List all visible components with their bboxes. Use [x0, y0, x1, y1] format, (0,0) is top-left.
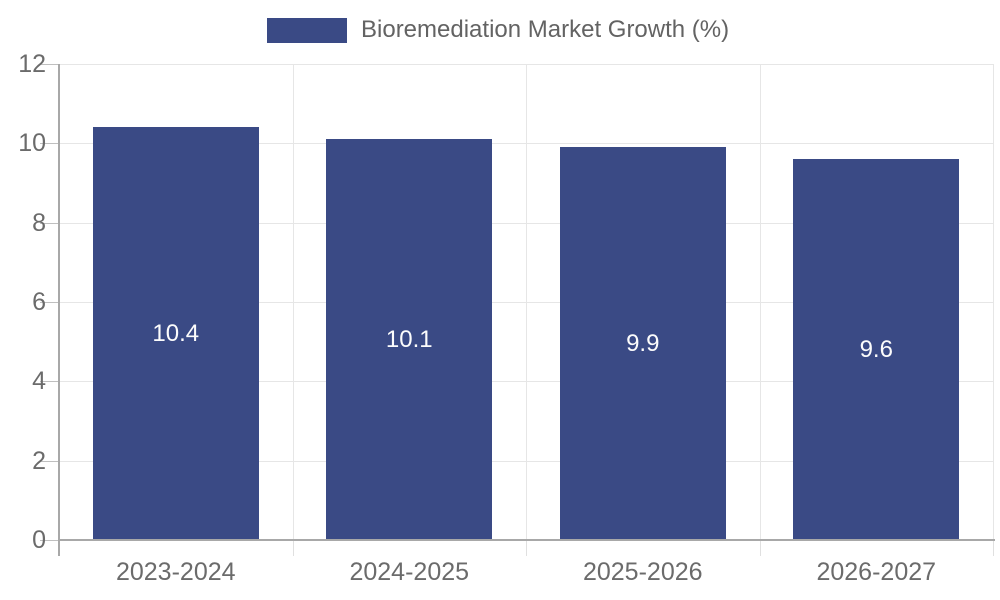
bar [326, 139, 493, 540]
x-axis-category-label: 2026-2027 [816, 558, 937, 586]
x-axis-line [58, 539, 995, 541]
bar [559, 147, 726, 540]
y-axis-tick-label: 8 [32, 208, 46, 237]
x-axis-category-label: 2023-2024 [115, 558, 236, 586]
x-axis-tick [526, 540, 527, 556]
bar-value-label: 10.4 [152, 319, 200, 347]
y-axis-tick-label: 6 [32, 288, 46, 316]
bar-value-label: 9.6 [859, 335, 893, 363]
bar-value-label: 10.1 [385, 325, 433, 353]
x-axis-tick [993, 540, 994, 556]
bar-value-label: 9.9 [626, 329, 660, 357]
y-axis-tick [40, 64, 59, 65]
x-axis-category-label: 2024-2025 [349, 558, 470, 586]
gridline-vertical [292, 64, 294, 540]
x-axis-tick [292, 540, 294, 556]
gridline-vertical [759, 64, 761, 540]
y-axis-tick-label: 4 [32, 367, 46, 396]
bar [793, 159, 960, 540]
y-axis-tick [40, 302, 59, 303]
y-axis-tick-label: 10 [18, 129, 46, 158]
y-axis-tick [40, 143, 59, 145]
y-axis-tick [40, 222, 59, 224]
y-axis-tick-label: 0 [32, 526, 46, 554]
y-axis-tick [40, 460, 59, 462]
y-axis-tick-label: 12 [18, 50, 46, 78]
y-axis-tick [40, 381, 59, 383]
legend-label: Bioremediation Market Growth (%) [361, 16, 730, 43]
plot-area [59, 64, 994, 540]
gridline-vertical [993, 64, 994, 540]
x-axis-category-label: 2025-2026 [582, 558, 703, 586]
gridline-vertical [526, 64, 527, 540]
y-axis-tick-label: 2 [32, 446, 46, 475]
y-axis-line [58, 64, 60, 556]
bar [92, 127, 259, 540]
legend-swatch-icon [267, 17, 347, 43]
chart-legend[interactable]: Bioremediation Market Growth (%) [267, 16, 729, 44]
y-axis-tick [40, 540, 59, 541]
x-axis-tick [759, 540, 761, 556]
